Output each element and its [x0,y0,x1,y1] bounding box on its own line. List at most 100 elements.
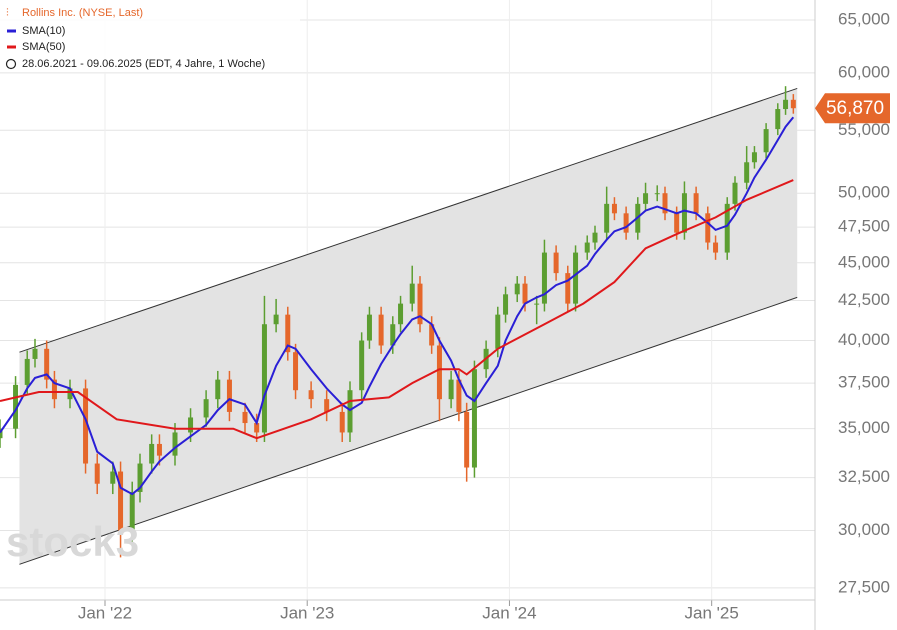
candle-body [261,324,267,433]
candle-body [436,345,442,400]
candle-body [118,471,124,531]
candle-body [705,213,711,243]
candle-body [471,369,477,468]
candle-body [674,213,680,233]
candle-body [623,213,629,233]
candle-body [32,348,38,359]
candle-body [347,390,353,433]
y-tick-label: 32,500 [838,467,890,486]
candle-body [429,324,435,346]
chart-title: Rollins Inc. (NYSE, Last) [22,7,143,19]
y-tick-label: 60,000 [838,62,890,81]
candle-body [339,411,345,433]
price-tag-label: 56,870 [826,98,884,119]
x-tick-label: Jan '22 [78,603,132,622]
candle-body [732,182,738,204]
candle-body [643,193,649,204]
candle-body [44,348,50,380]
candle-body [13,384,19,429]
candle-body [541,252,547,304]
candle-body [654,193,660,195]
clock-icon [5,58,17,70]
candle-body [724,203,730,253]
channel-line [19,87,798,353]
sma-line [0,116,795,496]
candle-body [790,99,796,109]
candle-body [503,294,509,315]
candle-body [226,379,232,412]
x-tick-label: Jan '24 [482,603,536,622]
candle-body [366,314,372,341]
y-tick-label: 40,000 [838,330,890,349]
y-tick-label: 42,500 [838,290,890,309]
y-tick-label: 35,000 [838,418,890,437]
candle-body [254,423,260,433]
channel-line [19,296,798,565]
price-tag [815,93,890,124]
candle-body [409,283,415,304]
candle-body [83,388,89,464]
candle-body [417,283,423,325]
candle-body [324,399,330,412]
candle-body [203,399,209,418]
candle-body [604,203,610,233]
y-tick-label: 27,500 [838,577,890,596]
trend-channel [19,88,798,565]
candle-body [129,491,135,531]
candle-body [398,303,404,325]
candle-body [67,388,73,400]
legend-label: SMA(50) [22,41,65,53]
candle-body [553,252,559,274]
candle-body [662,193,668,214]
sma-line [0,179,794,440]
candle-body [713,242,719,253]
candle-body [783,99,789,110]
candle-body [763,129,769,153]
candle-body [534,303,540,305]
candle-body [464,411,470,468]
y-tick-label: 55,000 [838,120,890,139]
y-tick-label: 47,500 [838,217,890,236]
y-tick-label: 50,000 [838,183,890,202]
candle-body [285,314,291,353]
candle-body [693,193,699,214]
legend-label: SMA(10) [22,25,65,37]
candle-body [390,324,396,346]
candle-body [522,283,528,304]
y-tick-label: 65,000 [838,9,890,28]
candle-body [744,162,750,183]
y-tick-label: 37,500 [838,373,890,392]
candle-body [448,379,454,400]
candle-body [573,252,579,304]
candle-body [172,432,178,456]
x-tick-label: Jan '25 [685,603,739,622]
candle-body [188,417,194,433]
candle-body [456,379,462,412]
candle-body [94,463,100,484]
subtitle: 28.06.2021 - 09.06.2025 (EDT, 4 Jahre, 1… [22,58,265,70]
candle-body [565,273,571,304]
watermark: stock3 [6,518,139,565]
y-tick-label: 30,000 [838,520,890,539]
candle-body [110,471,116,484]
candle-body [293,352,299,391]
candle-body [514,283,520,295]
candle-body [584,242,590,253]
candle-body [378,314,384,346]
candle-body [137,463,143,492]
candle-body [751,152,757,163]
y-tick-label: 45,000 [838,252,890,271]
candle-body [149,443,155,464]
candle-body [24,358,30,385]
candle-body [215,379,221,400]
candle-body [0,428,3,439]
candle-body [775,109,781,130]
candle-body [611,203,617,214]
candle-body [156,443,162,456]
plot-area [0,0,816,630]
candle-body [495,314,501,349]
candle-body [681,193,687,233]
legend-bg [0,0,300,72]
candle-body [592,232,598,243]
